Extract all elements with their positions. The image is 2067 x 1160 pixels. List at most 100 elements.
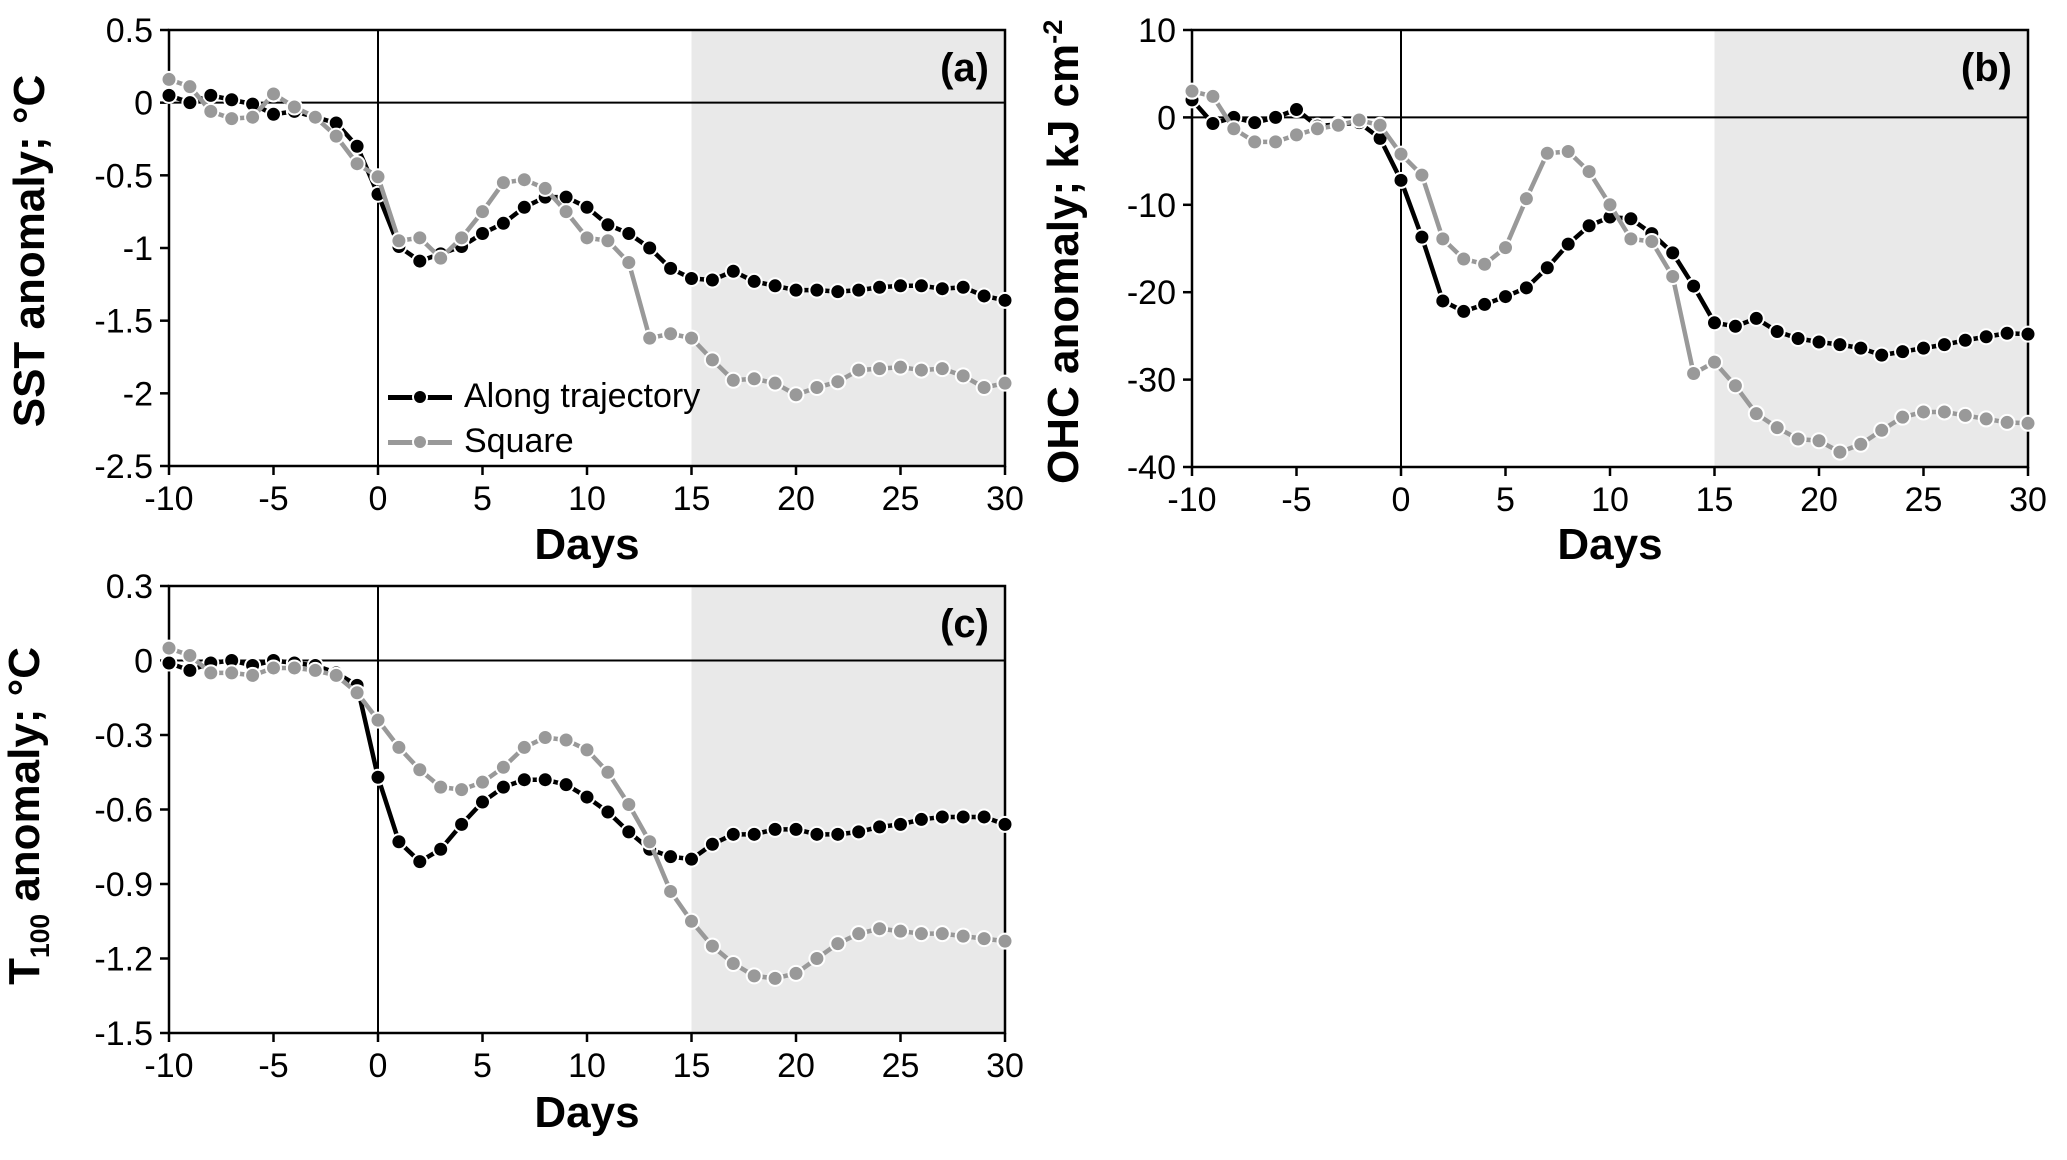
panel-c-y-axis-title-text-after: anomaly; °C bbox=[0, 646, 50, 914]
data-point-marker bbox=[557, 203, 575, 221]
legend: Along trajectory Square bbox=[388, 374, 700, 464]
data-point-marker bbox=[1956, 331, 1974, 349]
data-point-marker bbox=[933, 360, 951, 378]
panel-a-plot: -10 -5 0 5 10 15 20 25 30 0.5 0 -0.5 -1 -1.5 -2 -2.5 bbox=[94, 12, 1024, 518]
y-tick-label: -30 bbox=[1127, 362, 1176, 400]
y-tick-label: 0 bbox=[1157, 99, 1176, 137]
data-point-marker bbox=[871, 818, 889, 836]
data-point-marker bbox=[160, 654, 178, 672]
data-point-marker bbox=[912, 277, 930, 295]
panel-c-x-axis-title: Days bbox=[534, 1088, 640, 1137]
data-point-marker bbox=[265, 659, 282, 677]
data-point-marker bbox=[474, 203, 491, 221]
data-point-marker bbox=[892, 922, 909, 940]
data-point-marker bbox=[1225, 120, 1243, 138]
data-point-marker bbox=[703, 937, 721, 955]
data-point-marker bbox=[1434, 292, 1452, 310]
x-tick-label: 10 bbox=[568, 480, 606, 518]
data-point-marker bbox=[1476, 255, 1494, 273]
x-tick-label: 5 bbox=[1496, 481, 1515, 519]
data-point-marker bbox=[1538, 144, 1556, 162]
y-tick-label: -2.5 bbox=[94, 448, 153, 486]
data-point-marker bbox=[578, 788, 596, 806]
data-point-marker bbox=[1559, 235, 1577, 253]
data-point-marker bbox=[1601, 196, 1619, 214]
panel-a-label: (a) bbox=[940, 46, 989, 90]
data-point-marker bbox=[892, 815, 909, 833]
panel-b-y-axis-title: OHC anomaly; kJ cm-2 bbox=[1037, 2, 1089, 502]
data-point-marker bbox=[244, 108, 262, 126]
data-point-marker bbox=[662, 259, 680, 277]
data-point-marker bbox=[620, 254, 638, 272]
data-point-marker bbox=[933, 280, 951, 298]
data-point-marker bbox=[975, 930, 993, 948]
panel-c-y-axis-title: T100 anomaly; °C bbox=[0, 566, 56, 1066]
data-point-marker bbox=[1455, 302, 1473, 320]
data-point-marker bbox=[578, 198, 596, 216]
gray-line-circle-marker-icon bbox=[388, 433, 452, 451]
x-tick-label: 0 bbox=[1392, 481, 1411, 519]
data-point-marker bbox=[160, 639, 178, 657]
data-point-marker bbox=[766, 277, 784, 295]
x-tick-label: 30 bbox=[2009, 481, 2047, 519]
y-tick-label: -40 bbox=[1127, 449, 1176, 487]
data-point-marker bbox=[996, 815, 1014, 833]
data-point-marker bbox=[933, 925, 951, 943]
panel-b-y-axis-title-text: OHC anomaly; kJ cm bbox=[1038, 43, 1088, 485]
data-point-marker bbox=[1267, 108, 1285, 126]
data-point-marker bbox=[766, 969, 784, 987]
data-point-marker bbox=[369, 168, 387, 186]
data-point-marker bbox=[975, 808, 993, 826]
data-point-marker bbox=[766, 820, 784, 838]
data-point-marker bbox=[1392, 145, 1410, 163]
data-point-marker bbox=[787, 964, 805, 982]
data-point-marker bbox=[641, 833, 659, 851]
y-tick-label: -10 bbox=[1127, 187, 1176, 225]
y-tick-label: -1.2 bbox=[94, 941, 153, 979]
data-point-marker bbox=[975, 287, 993, 305]
data-point-marker bbox=[1706, 353, 1723, 371]
data-point-marker bbox=[850, 281, 868, 299]
data-point-marker bbox=[954, 927, 972, 945]
data-point-marker bbox=[1350, 111, 1368, 129]
data-point-marker bbox=[327, 127, 345, 145]
data-point-marker bbox=[745, 967, 763, 985]
x-tick-label: 20 bbox=[777, 1047, 815, 1085]
data-point-marker bbox=[453, 229, 471, 247]
data-point-marker bbox=[1643, 233, 1661, 251]
data-point-marker bbox=[683, 850, 700, 868]
x-tick-label: -10 bbox=[144, 480, 193, 518]
data-point-marker bbox=[494, 214, 512, 232]
data-point-marker bbox=[683, 270, 700, 288]
data-point-marker bbox=[306, 108, 324, 126]
data-point-marker bbox=[474, 793, 491, 811]
data-point-marker bbox=[1308, 120, 1326, 138]
data-point-marker bbox=[432, 249, 450, 267]
data-point-marker bbox=[1768, 323, 1786, 341]
x-tick-label: 30 bbox=[986, 480, 1024, 518]
data-point-marker bbox=[871, 920, 889, 938]
data-point-marker bbox=[1726, 377, 1744, 395]
data-point-marker bbox=[829, 935, 847, 953]
data-point-marker bbox=[871, 278, 889, 296]
data-point-marker bbox=[411, 761, 429, 779]
data-point-marker bbox=[975, 379, 993, 397]
x-tick-label: 25 bbox=[882, 1047, 920, 1085]
data-point-marker bbox=[829, 373, 847, 391]
data-point-marker bbox=[1204, 115, 1222, 133]
data-point-marker bbox=[808, 825, 826, 843]
data-point-marker bbox=[1747, 405, 1765, 423]
data-point-marker bbox=[536, 728, 554, 746]
x-tick-label: 15 bbox=[1696, 481, 1734, 519]
x-tick-label: 25 bbox=[1905, 481, 1943, 519]
data-point-marker bbox=[724, 262, 742, 280]
data-point-marker bbox=[787, 281, 805, 299]
data-point-marker bbox=[515, 171, 533, 189]
data-point-marker bbox=[787, 820, 805, 838]
y-tick-label: -20 bbox=[1127, 274, 1176, 312]
data-point-marker bbox=[599, 763, 617, 781]
x-tick-label: 30 bbox=[986, 1047, 1024, 1085]
panel-a-y-axis-title: SST anomaly; °C bbox=[5, 1, 55, 501]
data-point-marker bbox=[160, 86, 178, 104]
legend-label-square: Square bbox=[464, 422, 574, 460]
